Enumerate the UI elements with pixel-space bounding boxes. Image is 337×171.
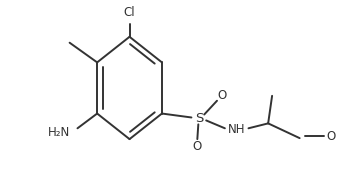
Text: O: O	[217, 89, 226, 102]
Text: S: S	[195, 112, 204, 125]
Text: Cl: Cl	[124, 6, 135, 19]
Text: O: O	[193, 140, 202, 153]
Text: NH: NH	[228, 123, 245, 136]
Text: H₂N: H₂N	[48, 126, 71, 139]
Text: O: O	[327, 130, 336, 143]
